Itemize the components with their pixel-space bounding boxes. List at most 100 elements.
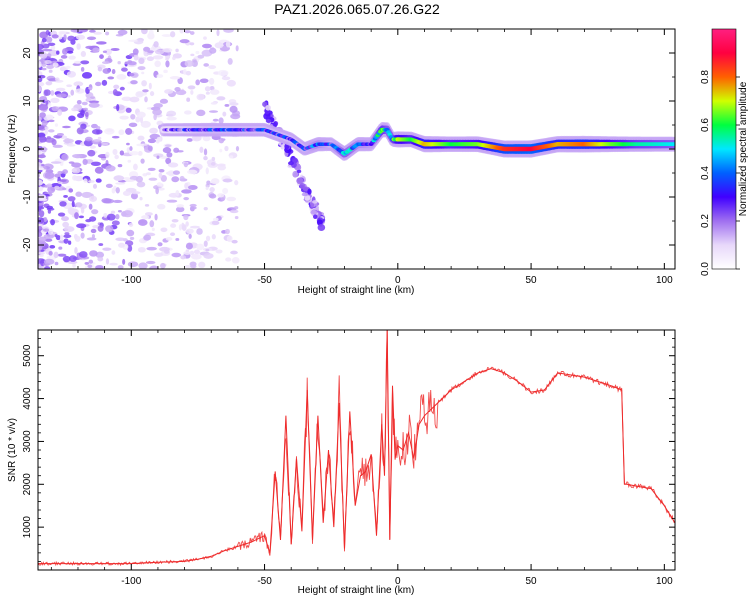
- noise-blob: [224, 103, 230, 107]
- noise-blob: [47, 42, 56, 47]
- noise-blob: [165, 60, 170, 68]
- noise-blob: [57, 170, 64, 175]
- noise-blob: [111, 220, 120, 226]
- noise-blob: [152, 108, 162, 116]
- noise-blob: [154, 213, 158, 221]
- noise-blob: [107, 90, 115, 95]
- noise-blob: [166, 152, 173, 158]
- noise-blob: [193, 249, 200, 255]
- noise-blob: [53, 251, 59, 259]
- noise-blob: [209, 186, 215, 193]
- noise-blob: [167, 170, 175, 177]
- noise-blob: [66, 70, 77, 78]
- noise-blob: [103, 212, 108, 218]
- noise-blob: [85, 97, 92, 103]
- noise-blob: [126, 229, 135, 237]
- noise-blob: [106, 128, 113, 132]
- noise-blob: [195, 50, 200, 55]
- noise-blob: [88, 100, 100, 104]
- noise-blob: [145, 260, 156, 265]
- noise-blob: [119, 86, 125, 91]
- noise-blob: [43, 114, 54, 121]
- noise-blob: [206, 180, 211, 186]
- noise-blob: [83, 107, 88, 111]
- noise-blob: [111, 187, 116, 194]
- noise-blob: [117, 265, 124, 269]
- noise-blob: [68, 115, 76, 122]
- noise-blob: [117, 210, 122, 213]
- noise-blob: [63, 34, 67, 41]
- streak-blob: [265, 118, 272, 123]
- noise-blob: [95, 125, 101, 130]
- noise-blob: [95, 81, 102, 87]
- colorbar-tick-label: 0.4: [700, 166, 711, 180]
- noise-blob: [171, 176, 180, 183]
- noise-blob: [203, 253, 214, 259]
- noise-blob: [91, 209, 99, 215]
- noise-blob: [62, 125, 71, 129]
- noise-blob: [80, 232, 85, 239]
- noise-blob: [51, 106, 59, 112]
- noise-blob: [81, 101, 88, 106]
- spectrogram-x-tick-label: -50: [257, 275, 272, 286]
- noise-blob: [203, 148, 208, 156]
- noise-blob: [38, 136, 47, 143]
- noise-blob: [128, 122, 138, 128]
- noise-blob: [176, 204, 184, 208]
- noise-blob: [234, 206, 239, 210]
- noise-blob: [88, 259, 94, 264]
- noise-blob: [221, 76, 231, 81]
- noise-blob: [117, 29, 128, 35]
- noise-blob: [78, 215, 85, 219]
- spectrogram-x-tick-label: 50: [526, 275, 538, 286]
- snr-y-label: SNR (10 * v/v): [7, 418, 18, 482]
- noise-blob: [67, 35, 75, 42]
- noise-blob: [94, 166, 104, 174]
- noise-blob: [218, 117, 224, 125]
- noise-blob: [55, 77, 60, 82]
- noise-blob: [38, 61, 42, 68]
- streak-blob: [265, 104, 271, 111]
- noise-blob: [214, 42, 224, 49]
- noise-blob: [83, 139, 94, 147]
- noise-blob: [80, 50, 87, 58]
- noise-blob: [156, 136, 162, 142]
- noise-blob: [153, 103, 163, 109]
- noise-blob: [127, 159, 132, 163]
- streak-blob: [292, 170, 299, 178]
- noise-blob: [61, 153, 69, 161]
- noise-blob: [47, 102, 52, 107]
- noise-blob: [50, 97, 60, 103]
- noise-blob: [56, 50, 60, 55]
- noise-blob: [67, 196, 76, 202]
- noise-blob: [208, 65, 217, 70]
- noise-blob: [75, 88, 85, 94]
- snr-y-tick-label: 2000: [22, 473, 33, 496]
- streak-blob: [296, 169, 302, 174]
- noise-blob: [129, 146, 133, 151]
- noise-blob: [76, 34, 86, 40]
- noise-blob: [132, 48, 139, 55]
- noise-blob: [152, 55, 164, 60]
- noise-blob: [90, 228, 97, 234]
- noise-blob: [87, 149, 96, 157]
- noise-blob: [57, 253, 67, 257]
- noise-blob: [231, 239, 238, 244]
- noise-blob: [218, 137, 225, 144]
- noise-blob: [196, 243, 205, 251]
- streak-blob: [291, 157, 298, 164]
- noise-blob: [171, 252, 182, 258]
- noise-blob: [80, 206, 85, 214]
- noise-blob: [118, 242, 125, 248]
- noise-blob: [38, 77, 43, 83]
- snr-y-tick-label: 4000: [22, 387, 33, 410]
- noise-blob: [189, 225, 201, 229]
- noise-blob: [38, 185, 44, 192]
- noise-blob: [67, 207, 75, 215]
- streak-blob: [263, 112, 271, 120]
- noise-blob: [39, 51, 48, 59]
- noise-blob: [163, 249, 170, 254]
- spectrogram-y-axis: -20 -10 0 10 20: [22, 28, 675, 270]
- noise-blob: [204, 86, 211, 92]
